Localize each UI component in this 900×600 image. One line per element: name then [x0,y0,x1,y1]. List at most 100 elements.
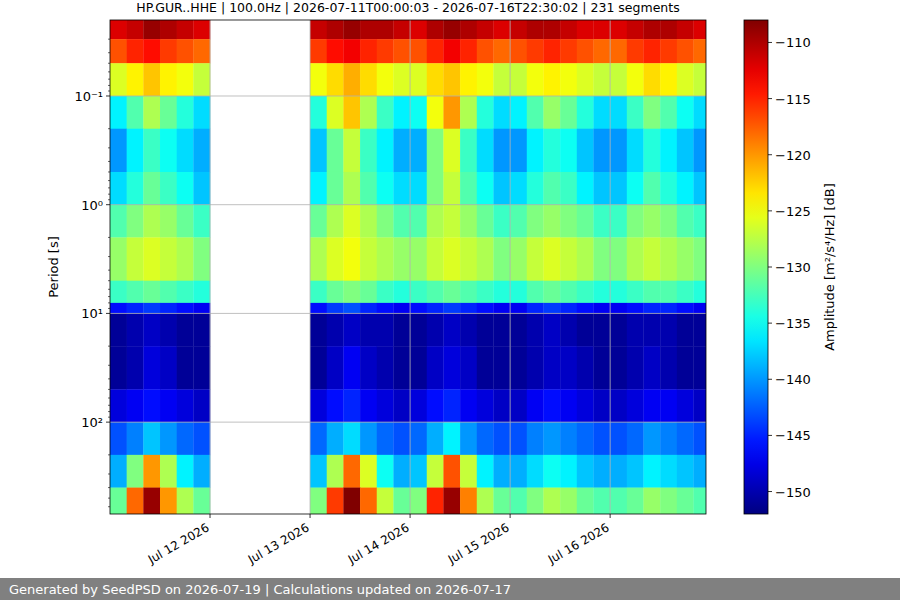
cell [643,237,660,281]
cell [377,172,394,205]
cell [177,96,194,129]
cell [510,422,527,455]
cell [477,237,494,281]
cell [593,96,610,129]
cell [327,303,344,314]
cell [660,237,677,281]
cell [443,39,460,63]
cell [410,96,427,129]
footer-bar [0,578,900,600]
grid-line [110,313,706,314]
y-tick-label: 10⁰ [81,198,103,213]
cell [493,455,510,488]
cell [543,455,560,488]
cell [127,422,144,455]
cell [160,281,177,303]
cell [427,172,444,205]
cell [693,129,706,173]
cell [660,422,677,455]
cell [143,303,160,314]
cell [443,455,460,488]
cell [343,237,360,281]
cell [143,96,160,129]
cell [577,96,594,129]
y-minor-tick [108,398,110,399]
x-tick [210,514,211,518]
cell [460,129,477,173]
cell [643,455,660,488]
cell [593,129,610,173]
cell [527,455,544,488]
cell [693,39,706,63]
y-minor-tick [108,270,110,271]
cell [460,96,477,129]
cell [110,313,127,346]
cell [160,313,177,346]
grid-line [610,20,611,514]
cell [527,303,544,314]
cell [443,237,460,281]
y-minor-tick [108,473,110,474]
cell [543,205,560,238]
y-minor-tick [108,79,110,80]
cell [393,488,410,514]
y-minor-tick [108,308,110,309]
cell [660,303,677,314]
cell [560,96,577,129]
cell [660,20,677,39]
cell [410,39,427,63]
cell [510,20,527,39]
cell [127,281,144,303]
cell [660,389,677,422]
cell [527,389,544,422]
cell [493,39,510,63]
cell [327,172,344,205]
cell [610,346,627,390]
cell [510,281,527,303]
y-minor-tick [108,63,110,64]
cell [660,455,677,488]
cell [427,20,444,39]
cell [443,63,460,96]
x-tick [410,514,411,518]
cell [543,389,560,422]
cell [110,63,127,96]
cell [560,488,577,514]
cell [310,422,327,455]
y-minor-tick [108,71,110,72]
cell [627,129,644,173]
cell [360,455,377,488]
cell [127,346,144,390]
cell [360,63,377,96]
y-minor-tick [108,187,110,188]
cell [643,281,660,303]
cell [643,63,660,96]
cell [343,39,360,63]
cell [577,488,594,514]
cell [643,346,660,390]
cell [677,63,694,96]
x-tick-label: Jul 15 2026 [445,520,512,567]
cell [327,96,344,129]
cell [110,237,127,281]
cell [610,303,627,314]
cell [110,205,127,238]
cell [127,488,144,514]
y-tick-label: 10¹ [81,306,103,321]
cell [493,422,510,455]
cell [160,129,177,173]
cell [577,422,594,455]
footer: Generated by SeedPSD on 2026-07-19 | Cal… [9,582,511,597]
cell [127,455,144,488]
cell [377,346,394,390]
colorbar-tick [768,210,772,211]
cell [177,313,194,346]
y-minor-tick [108,256,110,257]
y-minor-tick [108,411,110,412]
cell [343,488,360,514]
cell [577,172,594,205]
cell [427,205,444,238]
cell [527,20,544,39]
cell [127,39,144,63]
cell [377,303,394,314]
